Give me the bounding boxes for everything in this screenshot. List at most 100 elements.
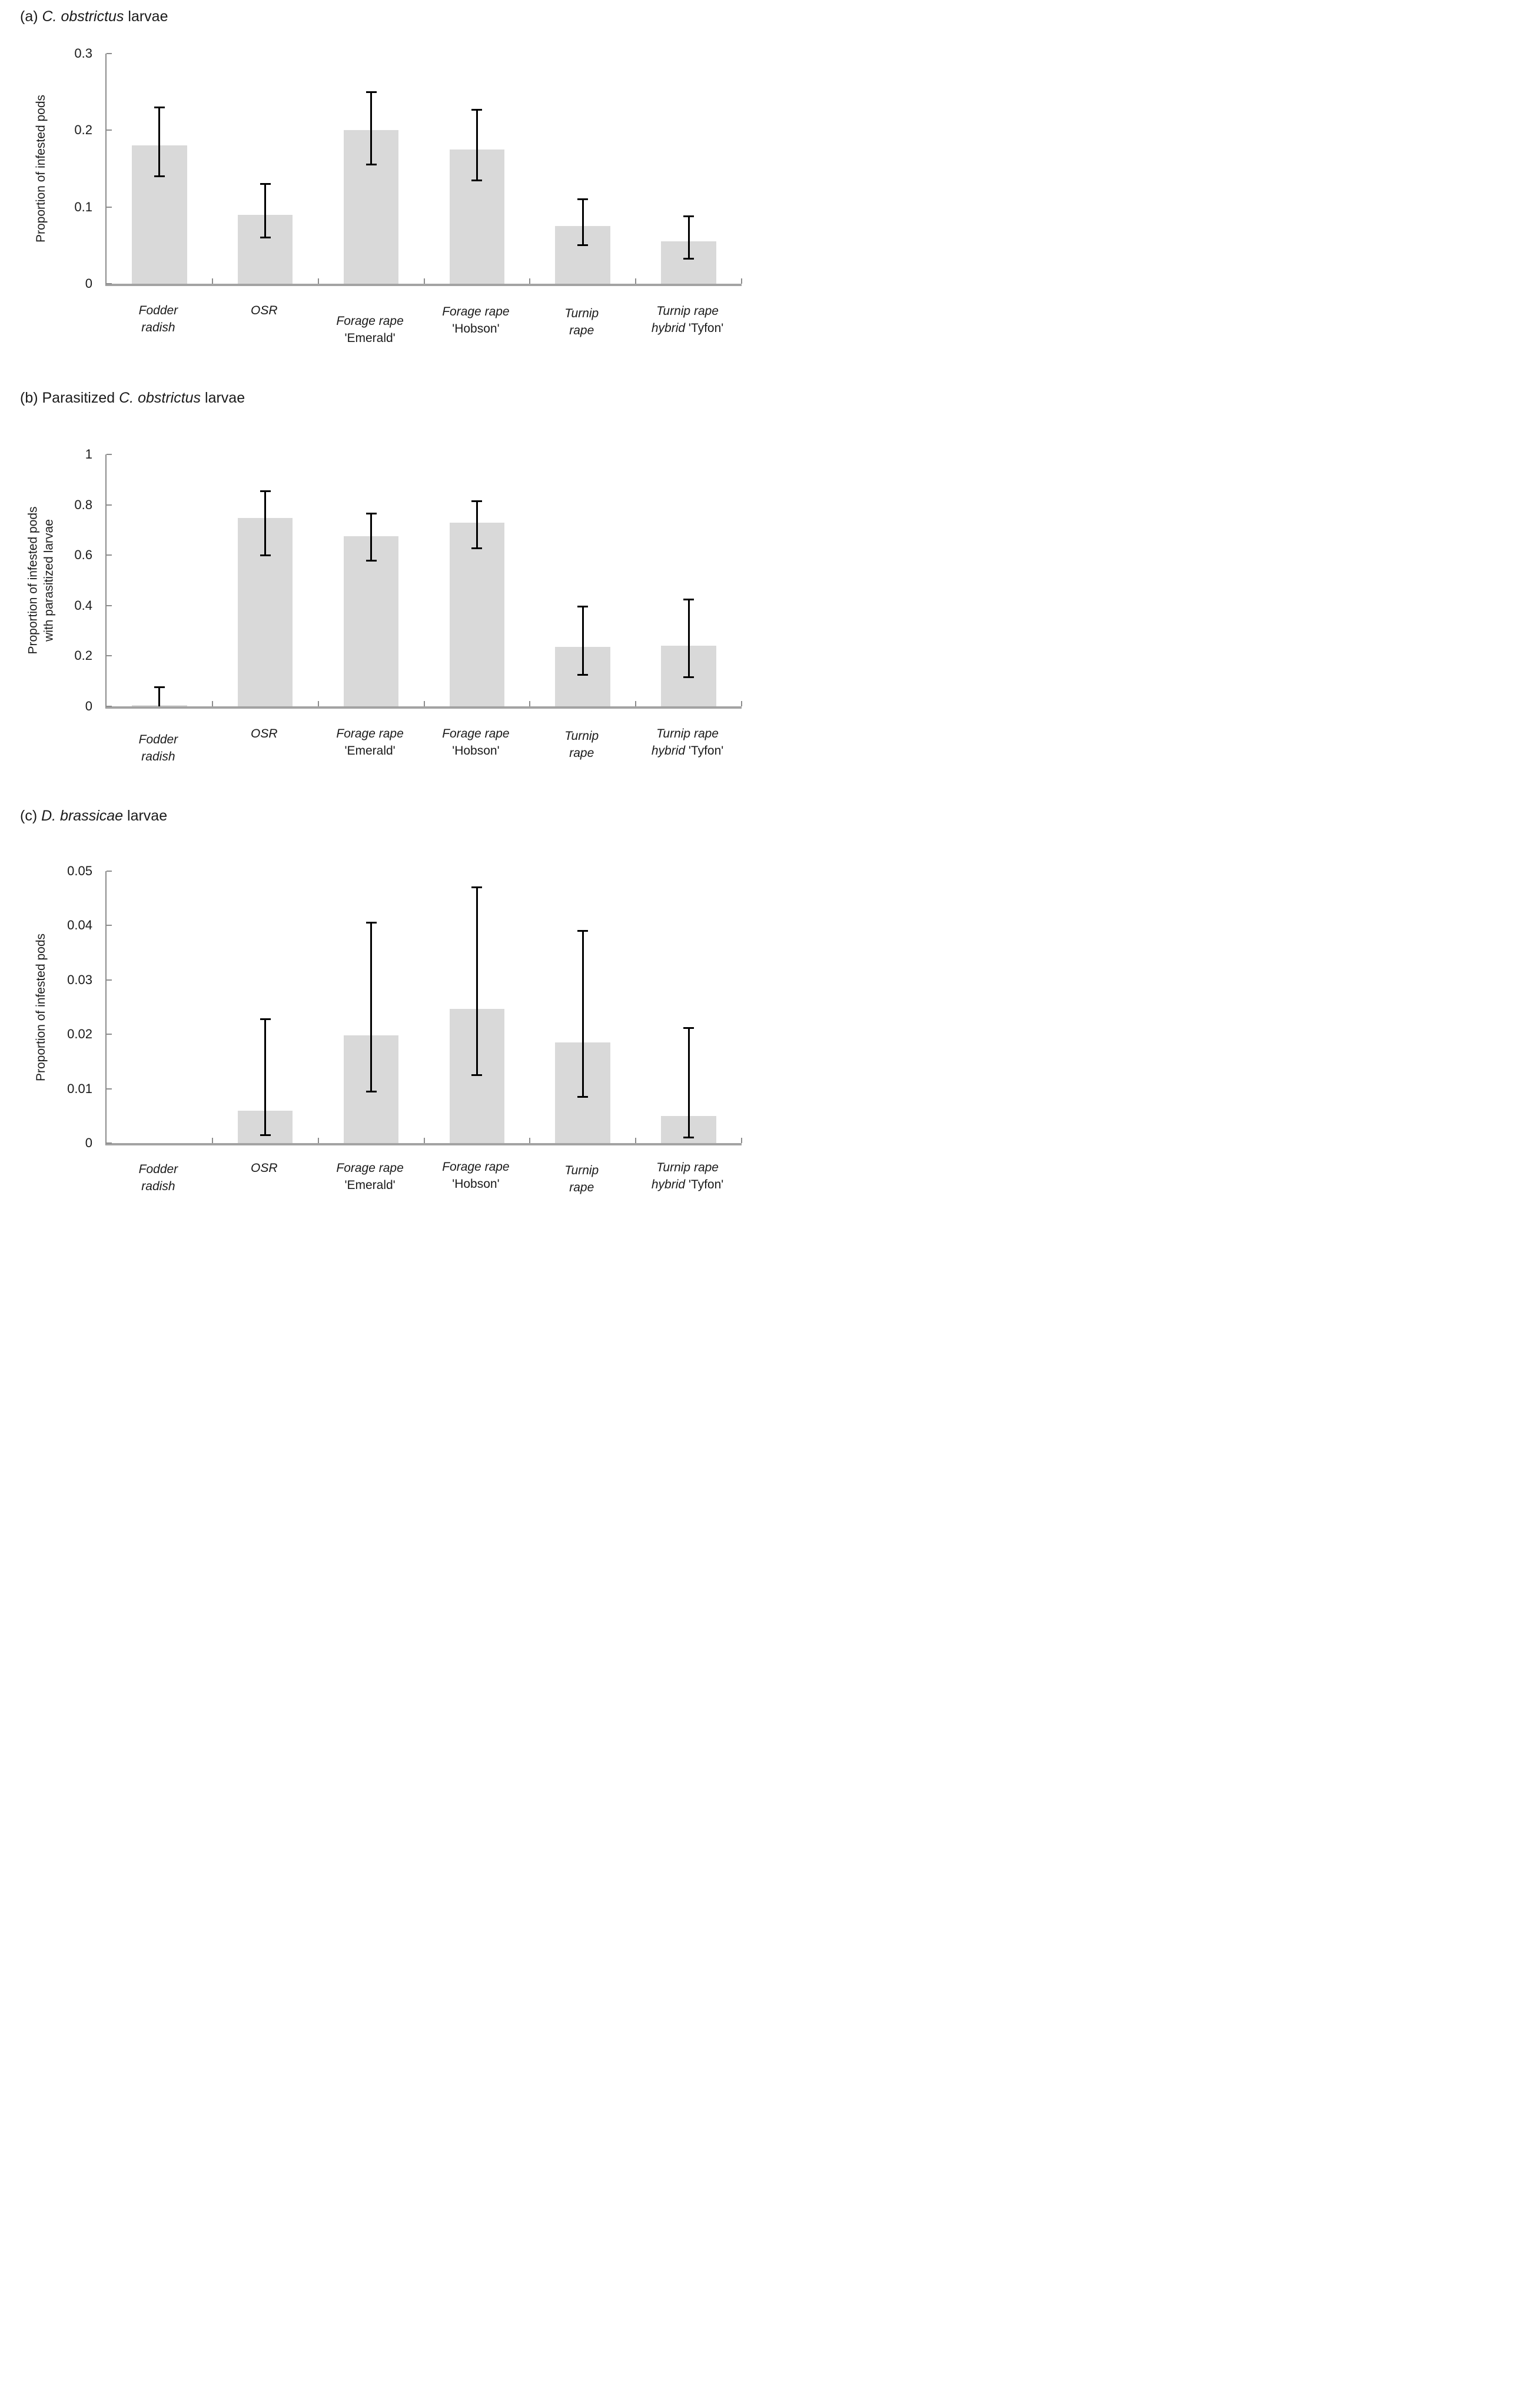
error-bar-cap-top [366, 922, 377, 924]
x-category-label: Turnip rape [564, 305, 599, 339]
x-axis-tick-mark [423, 701, 425, 706]
x-axis-tick-mark [741, 278, 742, 284]
x-category-label-line: Fodder [139, 302, 178, 319]
error-bar [264, 1019, 267, 1135]
x-category-label-text: Fodder [138, 733, 178, 746]
error-bar [582, 931, 584, 1097]
error-bar-cap-bottom [154, 175, 165, 178]
x-category-label: Turnip rape [564, 1162, 599, 1196]
error-bar [476, 887, 478, 1075]
error-bar-cap-top [471, 500, 483, 502]
x-category-label: Forage rape 'Hobson' [442, 1158, 509, 1193]
error-bar-cap-bottom [683, 1137, 695, 1139]
error-bar-cap-bottom [471, 179, 483, 181]
y-axis-label-text: Proportion of infested pods with parasiti… [25, 507, 57, 655]
x-category-label-line: Forage rape [442, 1158, 509, 1175]
y-tick-label: 0 [85, 1135, 92, 1150]
panel-a-title: (a) C. obstrictus larvae [20, 8, 168, 25]
panel-b-title-suffix: larvae [201, 390, 245, 406]
y-tick-label: 0.6 [74, 547, 92, 563]
x-category-label-text: Forage rape [442, 1160, 510, 1174]
x-category-label-text: rape [569, 324, 594, 337]
x-axis-tick-mark [529, 701, 531, 706]
error-bar-cap-bottom [577, 1095, 589, 1098]
x-category-label: Forage rape 'Emerald' [336, 1160, 403, 1194]
y-tick-mark [107, 706, 112, 707]
x-category-label-line: radish [139, 1178, 178, 1195]
y-tick-mark [107, 283, 112, 284]
panel-a-title-species: C. obstrictus [42, 8, 124, 25]
error-bar-cap-bottom [260, 237, 271, 239]
y-tick-label: 0.05 [67, 863, 92, 878]
error-bar-cap-top [683, 598, 695, 600]
bar [237, 1110, 293, 1143]
x-axis-tick-mark [423, 1138, 425, 1143]
x-category-label-text: 'Emerald' [344, 331, 396, 345]
error-bar-cap-bottom [260, 1134, 271, 1136]
error-bar-cap-top [683, 1027, 695, 1029]
x-category-label-text: Forage rape [336, 727, 404, 740]
x-category-label-line: Turnip [564, 305, 599, 322]
error-bar-cap-bottom [577, 674, 589, 676]
error-bar-cap-top [471, 886, 483, 889]
x-category-label-line: 'Emerald' [336, 742, 403, 759]
error-bar-cap-top [260, 490, 271, 492]
x-category-label-line: Forage rape [336, 313, 403, 330]
y-axis-label-text: Proportion of infested pods [33, 95, 49, 243]
x-axis-tick-mark [211, 278, 213, 284]
y-tick-mark [107, 1034, 112, 1035]
error-bar-cap-top [154, 106, 165, 108]
x-category-label-text: Forage rape [442, 727, 510, 740]
error-bar-cap-bottom [683, 676, 695, 679]
x-category-label-line: Turnip rape [652, 725, 723, 742]
x-category-label-text: OSR [250, 304, 278, 317]
panel-a-title-prefix: (a) [20, 8, 42, 25]
x-category-label-line: Fodder [139, 731, 178, 748]
x-axis-tick-mark [635, 278, 637, 284]
bar [449, 149, 505, 284]
x-axis-tick-mark [211, 701, 213, 706]
bar [661, 241, 716, 284]
x-category-label-line: 'Emerald' [336, 1177, 403, 1194]
y-axis-label: Proportion of infested pods [24, 871, 57, 1143]
x-category-label-text: radish [141, 1180, 175, 1193]
panel-c-title-species: D. brassicae [41, 808, 124, 824]
x-axis-tick-mark [741, 1138, 742, 1143]
x-category-label-line: 'Hobson' [442, 1175, 509, 1193]
x-category-label-text: 'Hobson' [452, 322, 500, 336]
x-axis-tick-mark [317, 278, 319, 284]
bar [555, 226, 610, 284]
panel-b-title-species: C. obstrictus [119, 390, 201, 406]
y-tick-mark [107, 1088, 112, 1090]
panel-b-plot-area: Proportion of infested pods with parasiti… [26, 448, 742, 713]
x-category-label: OSR [251, 1160, 278, 1177]
error-bar [158, 107, 161, 177]
x-axis-tick-mark [635, 701, 637, 706]
bar [661, 1115, 716, 1143]
y-tick-label: 0.02 [67, 1027, 92, 1042]
error-bar [370, 92, 373, 165]
y-tick-mark [107, 979, 112, 981]
y-tick-label: 0.4 [74, 597, 92, 613]
panel-b: (b) Parasitized C. obstrictus larvae Pro… [0, 0, 768, 1204]
panel-b-title: (b) Parasitized C. obstrictus larvae [20, 390, 245, 407]
y-tick-label: 0.04 [67, 918, 92, 933]
x-axis-tick-mark [741, 701, 742, 706]
x-category-label-line: OSR [251, 725, 278, 742]
bar [343, 130, 399, 284]
bar [343, 536, 399, 706]
y-tick-mark [107, 206, 112, 208]
y-tick-mark [107, 655, 112, 657]
error-bar-cap-bottom [471, 1074, 483, 1076]
error-bar-cap-top [471, 108, 483, 111]
bar [343, 1035, 399, 1143]
error-bar [582, 606, 584, 675]
x-category-label-text: Turnip [564, 307, 599, 320]
error-bar-cap-bottom [366, 164, 377, 166]
x-category-label-text: hybrid [651, 1178, 689, 1191]
panel-c-plot-area: Proportion of infested pods 0 0.01 0.02 0.03… [34, 865, 742, 1150]
x-category-label: Turnip rape hybrid 'Tyfon' [652, 725, 723, 759]
x-category-label-line: OSR [251, 302, 278, 319]
error-bar-cap-top [366, 513, 377, 515]
x-category-label-text: 'Tyfon' [688, 1178, 724, 1191]
